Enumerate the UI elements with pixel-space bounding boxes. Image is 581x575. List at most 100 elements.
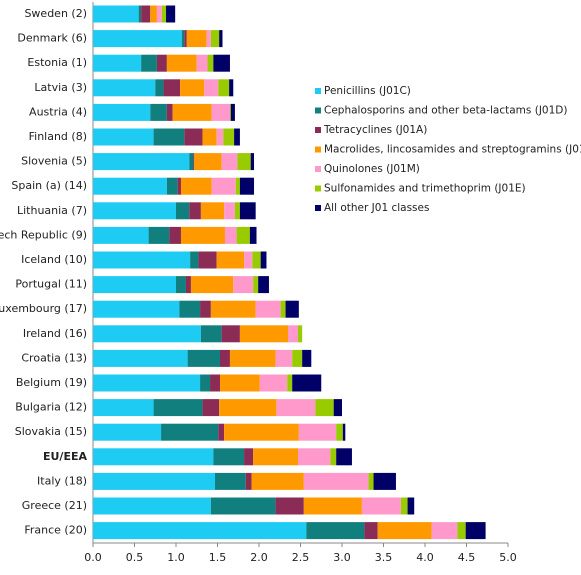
bar-segment xyxy=(93,276,176,294)
bar-segment xyxy=(373,472,396,490)
bar-segment xyxy=(93,128,154,146)
legend-label: Penicillins (J01C) xyxy=(324,85,411,97)
bar-segment xyxy=(148,226,170,244)
bar-segment xyxy=(280,300,286,318)
bar-segment xyxy=(253,276,259,294)
x-tick-label: 2.0 xyxy=(250,551,268,564)
bar-segment xyxy=(219,374,260,392)
bar-segment xyxy=(255,300,281,318)
bar-segment xyxy=(239,202,256,220)
x-tick-label: 0.5 xyxy=(126,551,144,564)
bar-segment xyxy=(93,153,190,171)
bar-segment xyxy=(275,497,304,515)
bar-segment xyxy=(292,349,303,367)
bar-segment xyxy=(150,5,157,23)
bar-segment xyxy=(176,202,190,220)
y-tick-label: Estonia (1) xyxy=(27,56,87,69)
bar-segment xyxy=(179,300,201,318)
legend-marker xyxy=(315,205,321,211)
bar-segment xyxy=(234,202,240,220)
bar-segment xyxy=(204,79,219,97)
y-tick-label: Lithuania (7) xyxy=(17,204,87,217)
bar-segment xyxy=(253,448,299,466)
bar-segment xyxy=(285,300,299,318)
bar-segment xyxy=(194,153,222,171)
bar-segment xyxy=(190,251,199,269)
bar-segment xyxy=(218,79,230,97)
y-tick-label: Portugal (11) xyxy=(15,278,87,291)
bar-segment xyxy=(259,374,288,392)
bar-segment xyxy=(161,5,167,23)
bar-segment xyxy=(211,177,236,195)
bar-segment xyxy=(93,79,156,97)
bar-segment xyxy=(252,251,261,269)
bar-segment xyxy=(260,251,267,269)
bar-segment xyxy=(189,202,201,220)
bar-segment xyxy=(236,226,250,244)
bar-segment xyxy=(93,103,151,121)
legend-marker xyxy=(315,146,321,153)
bar-segment xyxy=(181,30,185,48)
bar-segment xyxy=(186,30,207,48)
bar-segment xyxy=(200,374,211,392)
x-tick-label: 0.0 xyxy=(84,551,102,564)
bar-segment xyxy=(141,54,157,72)
y-tick-label: Italy (18) xyxy=(37,474,87,487)
y-tick-label: Belgium (19) xyxy=(16,376,87,389)
y-tick-label: EU/EEA xyxy=(43,450,87,463)
bar-segment xyxy=(298,423,337,441)
bar-segment xyxy=(431,522,458,540)
y-tick-label: Slovakia (15) xyxy=(15,425,87,438)
bar-segment xyxy=(210,30,220,48)
bar-segment xyxy=(207,54,214,72)
bar-segment xyxy=(216,128,224,146)
bar-segment xyxy=(200,300,211,318)
x-tick-label: 1.0 xyxy=(167,551,185,564)
bar-segment xyxy=(216,251,245,269)
bar-segment xyxy=(153,399,203,417)
bar-segment xyxy=(187,349,220,367)
bar-segment xyxy=(93,5,139,23)
x-tick-label: 3.5 xyxy=(375,551,393,564)
bar-segment xyxy=(230,103,235,121)
bar-segment xyxy=(202,128,217,146)
x-tick-label: 2.5 xyxy=(292,551,310,564)
bar-segment xyxy=(377,522,432,540)
bar-segment xyxy=(245,472,252,490)
bar-segment xyxy=(177,177,181,195)
bar-segment xyxy=(336,448,352,466)
bar-segment xyxy=(210,300,256,318)
bar-segment xyxy=(190,276,234,294)
bar-segment xyxy=(166,5,176,23)
bar-segment xyxy=(302,349,312,367)
bar-segment xyxy=(93,497,211,515)
bar-segment xyxy=(275,349,293,367)
x-tick-label: 4.5 xyxy=(458,551,476,564)
bar-segment xyxy=(153,128,185,146)
y-tick-label: Sweden (2) xyxy=(24,7,87,20)
y-tick-label: Latvia (3) xyxy=(34,81,87,94)
legend-label: All other J01 classes xyxy=(324,202,429,214)
bar-segment xyxy=(233,276,254,294)
bar-segment xyxy=(249,226,257,244)
bar-segment xyxy=(251,472,304,490)
bar-segment xyxy=(465,522,486,540)
y-tick-label: Spain (a) (14) xyxy=(11,179,87,192)
bar-segment xyxy=(93,251,191,269)
bar-segment xyxy=(155,79,164,97)
bar-segment xyxy=(172,103,212,121)
bar-segment xyxy=(224,226,237,244)
bar-segment xyxy=(184,30,187,48)
bar-segment xyxy=(200,202,225,220)
y-tick-label: Czech Republic (9) xyxy=(0,228,87,241)
bar-segment xyxy=(93,300,180,318)
bar-segment xyxy=(330,448,337,466)
bar-segment xyxy=(180,226,225,244)
bar-segment xyxy=(244,251,253,269)
bar-segment xyxy=(180,79,205,97)
bar-segment xyxy=(156,5,162,23)
y-tick-label: Slovenia (5) xyxy=(21,155,87,168)
bar-segment xyxy=(198,251,217,269)
bar-segment xyxy=(287,374,293,392)
